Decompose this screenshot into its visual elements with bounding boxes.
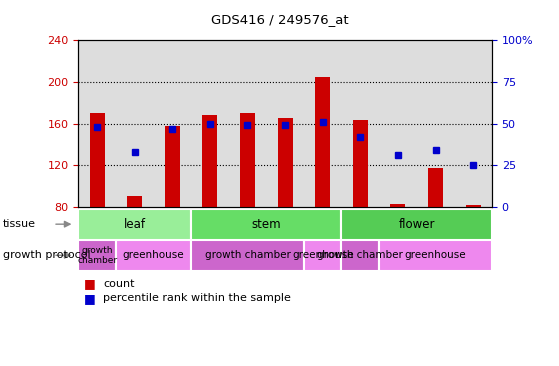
Text: growth
chamber: growth chamber [77, 246, 117, 265]
Bar [353, 120, 368, 207]
Bar [240, 113, 255, 207]
Text: percentile rank within the sample: percentile rank within the sample [103, 293, 291, 303]
Bar [304, 240, 342, 271]
Text: ■: ■ [84, 292, 96, 305]
Text: GDS416 / 249576_at: GDS416 / 249576_at [211, 13, 348, 26]
Bar [191, 240, 304, 271]
Bar [89, 113, 105, 207]
Text: count: count [103, 279, 135, 289]
Bar [127, 197, 142, 207]
Text: tissue: tissue [3, 219, 36, 229]
Text: greenhouse: greenhouse [405, 250, 466, 260]
Bar [466, 205, 481, 207]
Bar [278, 118, 292, 207]
Bar [390, 203, 405, 207]
Bar [116, 240, 191, 271]
Bar [191, 209, 342, 240]
Bar [342, 240, 379, 271]
Bar [78, 240, 116, 271]
Text: greenhouse: greenhouse [292, 250, 353, 260]
Text: stem: stem [252, 218, 281, 231]
Bar [379, 240, 492, 271]
Text: growth protocol: growth protocol [3, 250, 91, 260]
Text: growth chamber: growth chamber [318, 250, 403, 260]
Text: ■: ■ [84, 277, 96, 290]
Text: greenhouse: greenhouse [122, 250, 184, 260]
Bar [342, 209, 492, 240]
Bar [202, 115, 217, 207]
Text: leaf: leaf [124, 218, 146, 231]
Bar [315, 77, 330, 207]
Bar [428, 168, 443, 207]
Text: growth chamber: growth chamber [205, 250, 291, 260]
Bar [165, 126, 180, 207]
Text: flower: flower [399, 218, 435, 231]
Bar [78, 209, 191, 240]
